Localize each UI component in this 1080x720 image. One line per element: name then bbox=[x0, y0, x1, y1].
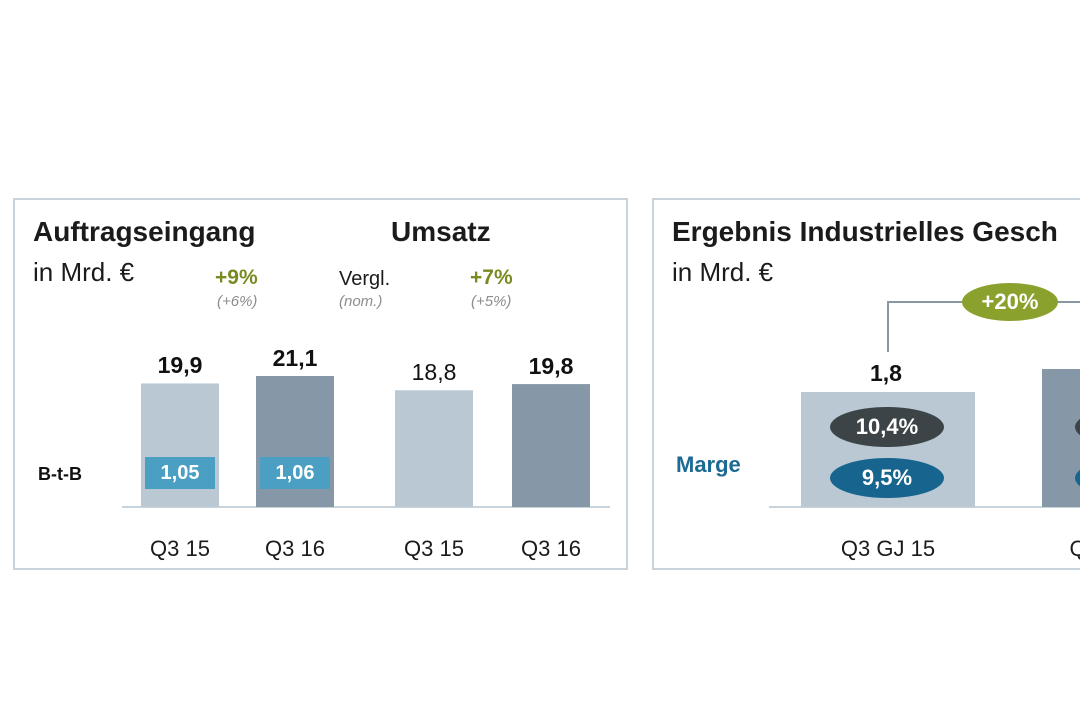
nominal-label: (nom.) bbox=[339, 293, 383, 310]
revenue-growth-nominal: (+5%) bbox=[471, 293, 512, 310]
orders-revenue-panel: Auftragseingang Umsatz in Mrd. € +9% (+6… bbox=[13, 198, 628, 570]
orders-category-label: Q3 16 bbox=[265, 536, 325, 561]
orders-growth-nominal: (+6%) bbox=[217, 293, 258, 310]
orders-revenue-chart bbox=[122, 376, 610, 508]
btb-ratio-box: 1,06 bbox=[260, 457, 330, 489]
margin-ellipse-cut bbox=[1075, 458, 1080, 498]
earnings-bar bbox=[1042, 369, 1080, 507]
revenue-title: Umsatz bbox=[391, 216, 491, 247]
earnings-value-label: 1,8 bbox=[870, 360, 902, 386]
earnings-panel: Ergebnis Industrielles Gesch in Mrd. € +… bbox=[652, 198, 1080, 570]
earnings-category-label: Q bbox=[998, 536, 1080, 562]
margin-ellipse: 10,4% bbox=[830, 407, 944, 447]
revenue-category-label: Q3 16 bbox=[521, 536, 581, 561]
earnings-growth-badge: +20% bbox=[962, 283, 1058, 321]
revenue-bar bbox=[395, 390, 473, 507]
orders-value-label: 21,1 bbox=[272, 345, 318, 371]
orders-growth: +9% bbox=[215, 266, 258, 289]
revenue-value-label: 18,8 bbox=[411, 359, 457, 386]
margin-ellipse: 9,5% bbox=[830, 458, 944, 498]
orders-title: Auftragseingang bbox=[33, 216, 256, 247]
earnings-title: Ergebnis Industrielles Gesch bbox=[672, 216, 1058, 247]
earnings-unit: in Mrd. € bbox=[672, 257, 774, 287]
orders-value-label: 19,9 bbox=[157, 352, 203, 379]
btb-ratio-box: 1,05 bbox=[145, 457, 215, 489]
orders-category-label: Q3 15 bbox=[150, 536, 210, 561]
margin-label: Marge bbox=[676, 452, 741, 477]
orders-unit: in Mrd. € bbox=[33, 257, 135, 287]
earnings-category-label: Q3 GJ 15 bbox=[840, 536, 936, 561]
btb-label: B-t-B bbox=[38, 464, 82, 484]
revenue-bar bbox=[512, 384, 590, 507]
revenue-growth: +7% bbox=[470, 266, 513, 289]
revenue-value-label: 19,8 bbox=[528, 353, 574, 380]
margin-ellipse-cut bbox=[1075, 407, 1080, 447]
comparable-label: Vergl. bbox=[339, 268, 391, 290]
revenue-category-label: Q3 15 bbox=[404, 536, 464, 561]
